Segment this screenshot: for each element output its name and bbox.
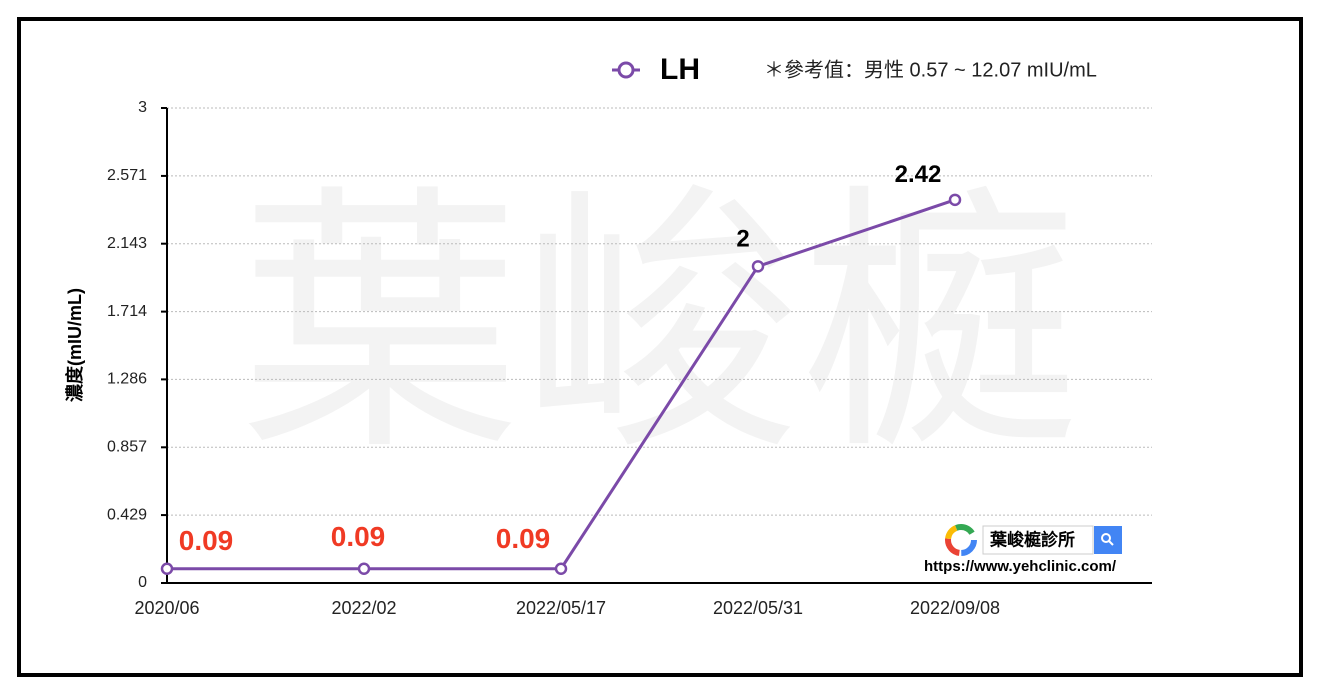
search-icon — [1101, 533, 1111, 543]
y-tick-label: 2.143 — [107, 235, 147, 252]
search-button — [1094, 526, 1122, 554]
value-label: 2 — [736, 226, 749, 253]
x-tick-label: 2022/02 — [331, 598, 396, 618]
point — [554, 562, 568, 575]
search-icon — [1108, 540, 1114, 546]
logo-box — [982, 525, 1094, 555]
point — [357, 562, 371, 575]
y-tick-label: 0 — [138, 574, 147, 591]
frame — [17, 17, 1303, 677]
y-tick-label: 1.714 — [107, 303, 147, 320]
y-tick-label: 3 — [138, 99, 147, 116]
legend-marker — [617, 61, 635, 79]
point — [751, 260, 765, 273]
x-tick-label: 2022/05/31 — [713, 598, 803, 618]
point — [160, 562, 174, 575]
x-tick-label: 2022/09/08 — [910, 598, 1000, 618]
value-label: 0.09 — [179, 525, 234, 556]
logo-g — [945, 524, 977, 556]
logo: 葉峻榳診所 https://www.yehclinic.com/ — [924, 524, 1122, 575]
y-tick-label: 2.571 — [107, 167, 147, 184]
y-tick-label: 0.429 — [107, 506, 147, 523]
value-label: 2.42 — [895, 161, 942, 188]
value-label: 0.09 — [496, 523, 551, 554]
y-tick-label: 0.857 — [107, 439, 147, 456]
legend: LH — [612, 53, 700, 86]
y-tick-label: 1.286 — [107, 371, 147, 388]
annotation: ＊參考值：男性 0.57 ~ 12.07 mIU/mL — [764, 58, 1097, 81]
url: https://www.yehclinic.com/ — [924, 558, 1117, 575]
logo-text: 葉峻榳診所 — [989, 529, 1075, 549]
x-tick-label: 2020/06 — [134, 598, 199, 618]
watermark: 葉峻榳 — [240, 163, 1080, 489]
value-label: 0.09 — [331, 521, 386, 552]
y-axis-label: 濃度(mIU/mL) — [64, 288, 85, 402]
logo-g — [945, 524, 977, 556]
point — [948, 193, 962, 207]
x-tick-label: 2022/05/17 — [516, 598, 606, 618]
legend-label: LH — [660, 53, 700, 86]
logo-g — [945, 524, 977, 556]
